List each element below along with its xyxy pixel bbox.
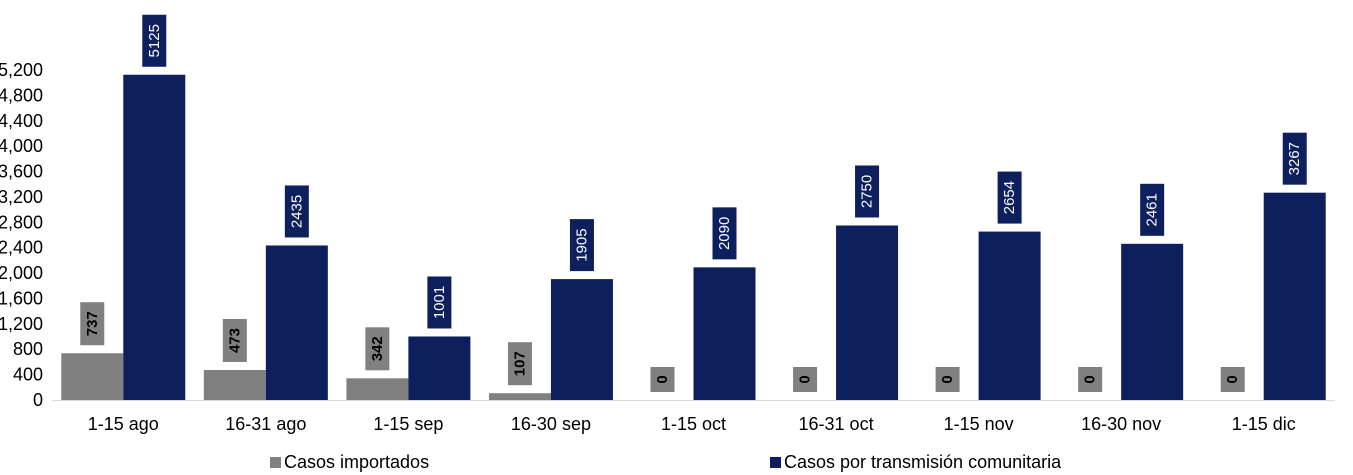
data-label-box <box>650 367 675 392</box>
data-label: 2654 <box>1001 181 1018 214</box>
y-tick-label: 0 <box>33 390 43 410</box>
data-label: 3267 <box>1286 142 1303 175</box>
y-tick-label: 3,600 <box>0 162 43 182</box>
data-label: 737 <box>84 311 101 336</box>
axis-layer: 0 400 800 1,200 1,600 2,000 2,400 2,800 3,200 3,6… <box>0 60 1335 434</box>
data-label-box <box>935 367 960 392</box>
data-label: 2750 <box>859 175 876 208</box>
data-label-box <box>712 207 737 260</box>
data-label-box <box>365 327 390 371</box>
data-label: 0 <box>939 375 956 383</box>
data-label-box <box>1078 367 1103 392</box>
data-label-box <box>1220 367 1245 392</box>
bar-casos-comunitaria <box>693 267 756 400</box>
data-label: 5125 <box>146 24 163 57</box>
legend: Casos importados Casos por transmisión co… <box>270 452 1062 472</box>
data-label-box <box>1282 132 1307 185</box>
data-label: 342 <box>369 336 386 361</box>
data-label-box <box>855 165 880 218</box>
y-tick-label: 400 <box>13 365 43 385</box>
y-tick-label: 2,400 <box>0 238 43 258</box>
data-label: 107 <box>511 351 528 376</box>
x-category-label: 16-31 oct <box>799 414 874 434</box>
bar-casos-comunitaria <box>550 279 613 400</box>
bars-layer <box>61 74 1326 400</box>
x-category-label: 1-15 nov <box>944 414 1014 434</box>
legend-label: Casos por transmisión comunitaria <box>784 452 1062 472</box>
y-tick-label: 800 <box>13 339 43 359</box>
data-label-box <box>142 14 167 67</box>
x-category-label: 1-15 oct <box>661 414 726 434</box>
x-category-label: 1-15 sep <box>373 414 443 434</box>
bar-casos-comunitaria <box>978 231 1041 400</box>
x-category-label: 16-31 ago <box>225 414 306 434</box>
bar-casos-importados <box>488 393 551 400</box>
data-label-box <box>427 276 452 329</box>
legend-marker-comunitaria <box>770 457 781 468</box>
data-label: 2435 <box>288 195 305 228</box>
bar-casos-importados <box>203 369 266 400</box>
legend-label: Casos importados <box>284 452 429 472</box>
y-tick-label: 2,000 <box>0 263 43 283</box>
data-label-box <box>569 219 594 272</box>
data-label-box <box>793 367 818 392</box>
y-tick-label: 3,200 <box>0 187 43 207</box>
data-label: 2090 <box>716 217 733 250</box>
data-label: 1905 <box>573 228 590 261</box>
data-label: 473 <box>226 328 243 353</box>
y-tick-label: 2,800 <box>0 212 43 232</box>
y-tick-label: 4,400 <box>0 111 43 131</box>
data-label-box <box>80 302 105 346</box>
data-label: 2461 <box>1144 193 1161 226</box>
bar-casos-comunitaria <box>836 225 899 400</box>
y-tick-label: 4,800 <box>0 85 43 105</box>
data-label: 0 <box>797 375 814 383</box>
data-labels-layer: 737 5125 473 2435 342 1001 107 1905 0 2090 0 2750 0 2… <box>80 14 1307 392</box>
data-label-box <box>507 342 532 386</box>
data-label-box <box>1140 183 1165 236</box>
data-label-box <box>997 171 1022 224</box>
data-label-box <box>284 185 309 238</box>
y-tick-label: 1,200 <box>0 314 43 334</box>
x-category-label: 16-30 sep <box>511 414 591 434</box>
x-category-label: 16-30 nov <box>1081 414 1161 434</box>
y-tick-label: 5,200 <box>0 60 43 80</box>
bar-casos-importados <box>61 353 124 400</box>
bar-casos-comunitaria <box>265 245 328 400</box>
x-category-label: 1-15 ago <box>88 414 159 434</box>
legend-marker-importados <box>270 457 281 468</box>
y-tick-label: 4,000 <box>0 136 43 156</box>
bar-casos-comunitaria <box>1121 243 1184 400</box>
data-label: 0 <box>1082 375 1099 383</box>
bar-casos-importados <box>346 378 409 400</box>
bar-casos-comunitaria <box>123 74 186 400</box>
data-label: 0 <box>654 375 671 383</box>
x-category-label: 1-15 dic <box>1232 414 1296 434</box>
bar-casos-comunitaria <box>408 336 471 400</box>
data-label: 1001 <box>431 286 448 319</box>
data-label: 0 <box>1224 375 1241 383</box>
data-label-box <box>222 318 247 362</box>
bar-casos-comunitaria <box>1263 192 1326 400</box>
y-tick-label: 1,600 <box>0 288 43 308</box>
